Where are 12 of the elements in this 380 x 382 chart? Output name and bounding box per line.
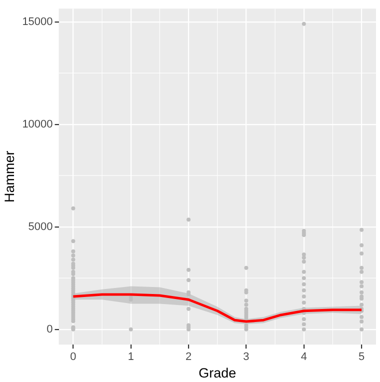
y-tick-label: 10000 xyxy=(22,118,53,130)
y-tick-label: 5000 xyxy=(28,220,53,233)
y-tick-label: 15000 xyxy=(22,16,53,28)
x-tick-label: 4 xyxy=(300,351,307,364)
x-tick-label: 2 xyxy=(185,351,192,364)
x-tick-label: 5 xyxy=(358,351,365,364)
x-tick-label: 3 xyxy=(243,351,250,364)
y-axis-title: Hammer xyxy=(2,150,17,202)
x-tick-label: 1 xyxy=(128,351,134,364)
x-tick-label: 0 xyxy=(70,351,76,364)
y-tick-label: 0 xyxy=(46,323,53,336)
x-axis-title: Grade xyxy=(198,366,236,381)
